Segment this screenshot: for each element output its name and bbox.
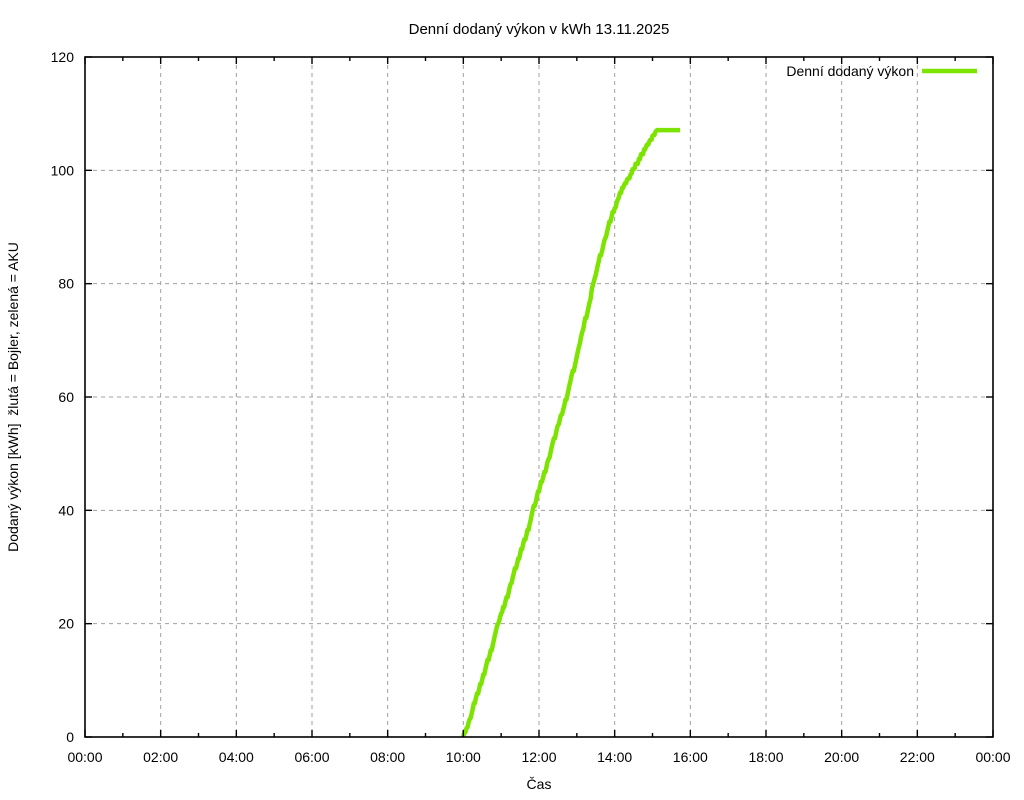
y-tick-label: 0 — [66, 729, 74, 745]
x-tick-label: 00:00 — [975, 749, 1010, 765]
tick-label-layer: 00:00 02:00 04:00 06:00 08:00 10:00 12:00 14:00… — [51, 49, 1011, 765]
axes-layer — [84, 56, 994, 738]
legend: Denní dodaný výkon — [786, 63, 977, 79]
x-tick-label: 00:00 — [67, 749, 102, 765]
x-tick-label: 16:00 — [673, 749, 708, 765]
x-tick-label: 06:00 — [294, 749, 329, 765]
x-axis-label: Čas — [527, 776, 552, 792]
y-axis-label: Dodaný výkon [kWh] žlutá = Bojler, zelen… — [5, 242, 21, 552]
x-tick-label: 12:00 — [521, 749, 556, 765]
legend-label: Denní dodaný výkon — [786, 63, 914, 79]
grid-layer — [85, 57, 993, 737]
series-layer — [461, 127, 682, 738]
x-tick-label: 04:00 — [219, 749, 254, 765]
x-tick-label: 08:00 — [370, 749, 405, 765]
x-tick-label: 20:00 — [824, 749, 859, 765]
y-tick-label: 60 — [58, 389, 74, 405]
y-tick-label: 120 — [51, 49, 75, 65]
y-tick-label: 40 — [58, 502, 74, 518]
x-tick-label: 14:00 — [597, 749, 632, 765]
x-tick-label: 22:00 — [900, 749, 935, 765]
y-tick-label: 80 — [58, 276, 74, 292]
chart-title: Denní dodaný výkon v kWh 13.11.2025 — [409, 21, 670, 38]
y-tick-label: 20 — [58, 616, 74, 632]
series-line-denní-dodaný-výkon — [461, 127, 682, 738]
x-tick-label: 10:00 — [446, 749, 481, 765]
y-tick-label: 100 — [51, 162, 75, 178]
x-tick-label: 18:00 — [748, 749, 783, 765]
x-tick-label: 02:00 — [143, 749, 178, 765]
